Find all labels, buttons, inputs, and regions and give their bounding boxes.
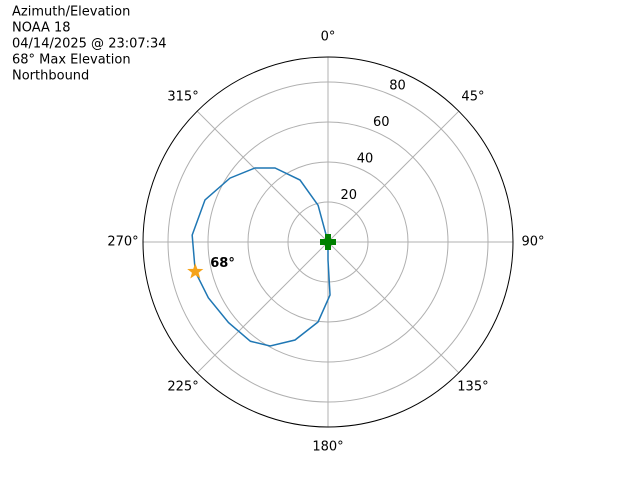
- title-line: Northbound: [12, 69, 89, 84]
- r-tick-label: 60: [373, 115, 390, 130]
- title-line: 68° Max Elevation: [12, 53, 131, 68]
- theta-tick-label: 225°: [167, 379, 198, 394]
- grid-spoke: [327, 241, 460, 374]
- r-tick-label: 40: [357, 151, 374, 166]
- max-marker: [187, 263, 204, 279]
- title-line: 04/14/2025 @ 23:07:34: [12, 37, 167, 52]
- theta-tick-label: 90°: [521, 235, 544, 250]
- title-line: NOAA 18: [12, 21, 71, 36]
- theta-tick-label: 0°: [321, 30, 336, 45]
- grid-spoke: [196, 110, 329, 243]
- theta-tick-label: 270°: [107, 235, 138, 250]
- max-label: 68°: [210, 256, 235, 271]
- r-tick-label: 20: [340, 188, 357, 203]
- series-line: [191, 167, 331, 347]
- title-line: Azimuth/Elevation: [12, 5, 130, 20]
- outer-frame: [142, 56, 514, 428]
- theta-tick-label: 180°: [312, 440, 343, 455]
- theta-tick-label: 135°: [457, 379, 488, 394]
- start-marker: [320, 234, 336, 250]
- theta-tick-label: 315°: [167, 90, 198, 105]
- grid-spoke: [196, 241, 329, 374]
- theta-tick-label: 45°: [461, 90, 484, 105]
- r-tick-label: 80: [389, 78, 406, 93]
- grid-spoke: [327, 110, 460, 243]
